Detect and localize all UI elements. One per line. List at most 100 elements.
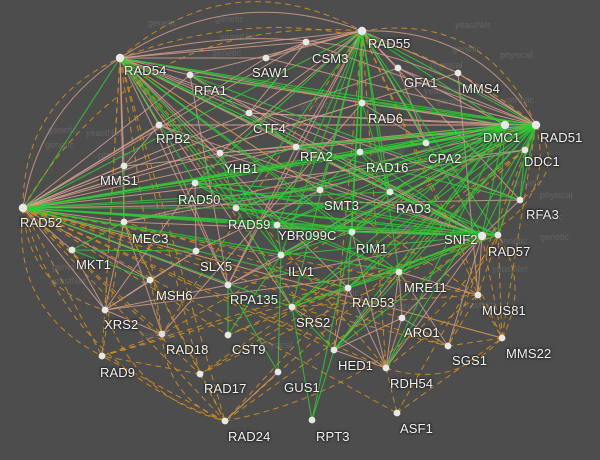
graph-node-mms22[interactable] bbox=[498, 334, 506, 342]
edge-coexpression bbox=[119, 57, 499, 236]
edge-genetic bbox=[119, 57, 163, 335]
graph-node-rpa135[interactable] bbox=[224, 281, 232, 289]
graph-node-slx5[interactable] bbox=[192, 247, 200, 255]
edge-coexpression bbox=[351, 124, 537, 233]
edge-physical bbox=[189, 30, 363, 76]
graph-node-smt3[interactable] bbox=[316, 186, 324, 194]
graph-node-rfa2[interactable] bbox=[292, 143, 300, 151]
graph-node-rim1[interactable] bbox=[348, 228, 356, 236]
graph-node-rad51[interactable] bbox=[531, 120, 541, 130]
graph-node-rad50[interactable] bbox=[191, 179, 199, 187]
graph-node-asf1[interactable] bbox=[393, 409, 401, 417]
graph-node-cpa2[interactable] bbox=[422, 139, 430, 147]
edge-genetic bbox=[519, 124, 549, 201]
edge-genetic bbox=[22, 207, 226, 422]
edge-physical bbox=[227, 30, 363, 286]
graph-node-rad55[interactable] bbox=[357, 26, 367, 36]
graph-node-sgs1[interactable] bbox=[444, 342, 452, 350]
graph-node-mus81[interactable] bbox=[474, 291, 482, 299]
edge-coexpression bbox=[398, 235, 483, 273]
edge-coexpression bbox=[219, 152, 237, 209]
graph-node-yhb1[interactable] bbox=[216, 149, 224, 157]
edge-coexpression bbox=[194, 182, 499, 236]
graph-node-rpb2[interactable] bbox=[155, 121, 163, 129]
edge-genetic bbox=[22, 207, 503, 339]
graph-node-gfa1[interactable] bbox=[394, 64, 402, 72]
graph-node-rad17[interactable] bbox=[196, 370, 204, 378]
edge-coexpression bbox=[333, 124, 506, 351]
edge-genetic bbox=[104, 309, 226, 422]
edge-group bbox=[21, 1, 549, 422]
edge-genetic bbox=[101, 287, 349, 357]
edge-genetic bbox=[347, 149, 526, 289]
edge-coexpression bbox=[276, 189, 321, 226]
edge-genetic bbox=[22, 207, 335, 351]
graph-node-ilv1[interactable] bbox=[277, 251, 285, 259]
graph-node-rad54[interactable] bbox=[115, 53, 125, 63]
graph-node-rad59[interactable] bbox=[232, 204, 240, 212]
graph-node-mec3[interactable] bbox=[120, 218, 128, 226]
graph-node-xrs2[interactable] bbox=[101, 306, 109, 314]
graph-node-mms4[interactable] bbox=[454, 69, 462, 77]
edge-genetic bbox=[21, 207, 103, 357]
graph-node-rad9[interactable] bbox=[98, 352, 106, 360]
graph-node-srs2[interactable] bbox=[288, 303, 296, 311]
edge-coexpression bbox=[280, 231, 353, 256]
graph-node-rfa1[interactable] bbox=[186, 71, 194, 79]
graph-node-ctf4[interactable] bbox=[245, 109, 253, 117]
graph-node-rpt3[interactable] bbox=[308, 416, 316, 424]
graph-node-snf2[interactable] bbox=[477, 231, 487, 241]
graph-node-rad18[interactable] bbox=[158, 330, 166, 338]
edge-coexpression bbox=[311, 349, 335, 421]
graph-node-mkt1[interactable] bbox=[68, 246, 76, 254]
edge-genetic bbox=[227, 306, 293, 336]
edge-physical bbox=[219, 30, 363, 154]
edge-coexpression bbox=[347, 124, 537, 289]
edge-coexpression bbox=[497, 124, 506, 236]
graph-node-rad6[interactable] bbox=[358, 99, 366, 107]
edge-physical bbox=[333, 349, 387, 369]
edge-coexpression bbox=[71, 249, 197, 252]
edge-coexpression bbox=[361, 102, 391, 193]
edge-genetic bbox=[224, 287, 349, 422]
graph-node-csm3[interactable] bbox=[302, 38, 310, 46]
graph-node-mre11[interactable] bbox=[395, 268, 403, 276]
edge-genetic bbox=[385, 367, 398, 414]
graph-node-rfa3[interactable] bbox=[516, 196, 524, 204]
edge-genetic bbox=[396, 337, 503, 414]
graph-node-rad52[interactable] bbox=[18, 203, 28, 213]
edge-coexpression bbox=[359, 124, 537, 153]
edge-genetic bbox=[477, 294, 503, 339]
edge-physical bbox=[227, 146, 297, 286]
edge-coexpression bbox=[359, 151, 391, 193]
edge-physical bbox=[119, 57, 361, 153]
edge-coexpression bbox=[276, 124, 506, 226]
edge-coexpression bbox=[219, 152, 282, 256]
graph-node-hed1[interactable] bbox=[330, 346, 338, 354]
graph-node-cst9[interactable] bbox=[224, 331, 232, 339]
graph-node-ddc1[interactable] bbox=[521, 146, 529, 154]
graph-node-rdh54[interactable] bbox=[382, 364, 390, 372]
graph-node-rad16[interactable] bbox=[356, 148, 364, 156]
graph-node-rad24[interactable] bbox=[221, 417, 229, 425]
edge-coexpression bbox=[22, 207, 282, 256]
graph-node-dmc1[interactable] bbox=[500, 120, 510, 130]
graph-node-gus1[interactable] bbox=[274, 368, 282, 376]
edge-coexpression bbox=[276, 224, 282, 256]
edge-genetic bbox=[119, 1, 363, 59]
edge-genetic bbox=[22, 29, 363, 209]
graph-node-rad53[interactable] bbox=[344, 284, 352, 292]
graph-node-rad3[interactable] bbox=[386, 188, 394, 196]
edge-physical bbox=[333, 317, 403, 351]
edge-coexpression bbox=[22, 182, 196, 209]
graph-node-msh6[interactable] bbox=[146, 276, 154, 284]
edge-coexpression bbox=[194, 146, 297, 184]
graph-node-ybr099c[interactable] bbox=[273, 221, 281, 229]
graph-node-saw1[interactable] bbox=[262, 54, 270, 62]
edge-physical bbox=[22, 74, 191, 209]
graph-node-aro1[interactable] bbox=[398, 314, 406, 322]
graph-node-rad57[interactable] bbox=[494, 231, 502, 239]
graph-node-mms1[interactable] bbox=[120, 162, 128, 170]
edge-genetic bbox=[101, 333, 163, 357]
